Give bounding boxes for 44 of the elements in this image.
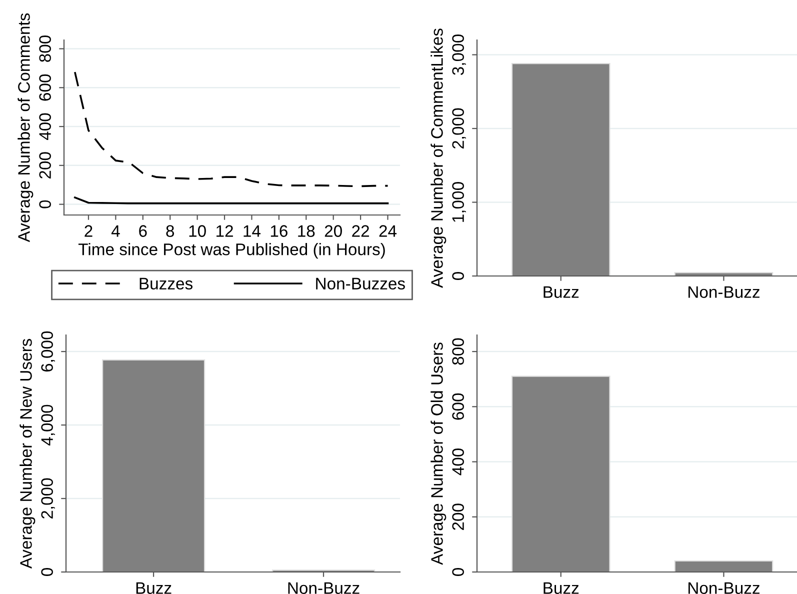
x-tick-label: Buzz xyxy=(136,582,172,594)
x-tick-label: 12 xyxy=(216,225,233,237)
x-tick-label: 8 xyxy=(166,225,174,237)
y-tick-label: 600 xyxy=(39,74,51,101)
legend-label: Buzzes xyxy=(140,278,193,290)
y-tick-label: 200 xyxy=(39,152,51,178)
y-tick-label: 800 xyxy=(39,35,51,62)
y-tick-label: 1,000 xyxy=(452,182,466,222)
x-tick-label: Buzz xyxy=(544,582,579,594)
y-tick-label: 400 xyxy=(39,113,51,140)
line-series xyxy=(74,71,389,188)
x-tick-label: 10 xyxy=(189,225,206,237)
x-tick-label: 4 xyxy=(111,225,120,237)
y-axis-title: Average Number of CommentLikes xyxy=(430,28,446,288)
y-tick-label: 0 xyxy=(41,568,53,576)
y-axis-title: Average Number of New Users xyxy=(20,338,36,569)
y-axis-title: Average Number of Comments xyxy=(18,13,34,242)
x-tick-label: 2 xyxy=(84,225,92,237)
x-tick-label: Buzz xyxy=(544,286,579,298)
y-tick-label: 4,000 xyxy=(41,404,55,446)
y-tick-label: 0 xyxy=(452,272,464,280)
legend-label: Non-Buzzes xyxy=(316,278,405,290)
x-tick-label: 22 xyxy=(352,225,369,237)
y-tick-label: 0 xyxy=(452,568,464,576)
y-axis-title: Average Number of Old Users xyxy=(430,342,446,565)
y-tick-label: 2,000 xyxy=(452,108,466,149)
y-tick-label: 800 xyxy=(452,338,464,365)
y-tick-label: 200 xyxy=(452,504,464,530)
x-tick-label: 16 xyxy=(270,225,288,237)
y-tick-label: 6,000 xyxy=(41,331,55,372)
x-tick-label: 20 xyxy=(324,225,342,237)
x-tick-label: Non-Buzz xyxy=(688,582,760,594)
x-tick-label: 6 xyxy=(139,225,147,237)
x-tick-label: Non-Buzz xyxy=(288,582,360,594)
y-tick-label: 2,000 xyxy=(41,478,55,519)
x-tick-label: 14 xyxy=(244,225,261,237)
x-tick-label: 24 xyxy=(379,225,397,237)
x-tick-label: Non-Buzz xyxy=(688,286,760,298)
y-tick-label: 0 xyxy=(39,200,51,208)
x-tick-label: 18 xyxy=(298,225,315,237)
x-axis-title: Time since Post was Published (in Hours) xyxy=(78,243,385,259)
y-tick-label: 600 xyxy=(452,393,464,420)
y-tick-label: 400 xyxy=(452,448,464,476)
y-tick-label: 3,000 xyxy=(452,34,466,75)
